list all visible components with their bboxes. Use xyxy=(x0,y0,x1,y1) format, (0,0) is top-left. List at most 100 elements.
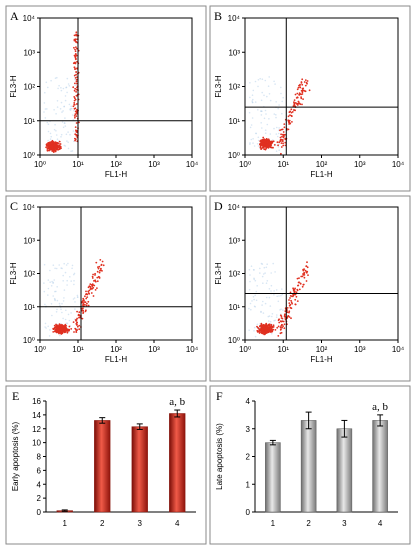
haze-dot xyxy=(248,111,251,114)
event-dot xyxy=(283,323,286,326)
event-dot xyxy=(265,330,268,332)
event-dot xyxy=(267,138,270,141)
event-dot xyxy=(280,317,283,319)
event-dot xyxy=(99,269,101,272)
haze-dot xyxy=(249,280,251,283)
event-dot xyxy=(96,276,99,279)
y-tick-label: 10 xyxy=(32,439,41,448)
x-axis-label: FL1-H xyxy=(310,170,332,179)
event-dot xyxy=(262,136,265,139)
y-tick-label: 2 xyxy=(246,453,251,462)
event-dot xyxy=(76,317,78,320)
event-dot xyxy=(300,82,303,84)
haze-dot xyxy=(67,147,70,150)
event-dot xyxy=(274,329,277,331)
event-dot xyxy=(270,325,273,328)
haze-dot xyxy=(256,323,259,326)
event-dot xyxy=(94,289,97,291)
event-dot xyxy=(262,142,265,145)
y-tick-label: 4 xyxy=(37,480,42,489)
event-dot xyxy=(302,269,305,272)
event-dot xyxy=(92,283,94,286)
event-dot xyxy=(295,295,298,298)
event-dot xyxy=(74,82,76,85)
event-dot xyxy=(278,321,281,324)
x-tick-label: 10¹ xyxy=(277,160,289,169)
event-dot xyxy=(294,93,297,96)
haze-dot xyxy=(262,300,264,303)
haze-dot xyxy=(70,312,72,314)
haze-dot xyxy=(249,302,252,305)
y-axis-label: FL3-H xyxy=(214,262,223,284)
event-dot xyxy=(54,145,57,148)
event-dot xyxy=(89,283,92,285)
event-dot xyxy=(259,143,261,146)
haze-dot xyxy=(248,329,250,332)
x-tick-label: 10⁰ xyxy=(239,160,251,169)
haze-dot xyxy=(277,107,280,110)
event-dot xyxy=(92,273,94,276)
event-dot xyxy=(84,304,86,306)
event-dot xyxy=(98,271,101,274)
event-dot xyxy=(75,330,78,332)
event-dot xyxy=(73,66,76,69)
haze-dot xyxy=(63,144,66,147)
haze-dot xyxy=(265,296,268,299)
haze-dot xyxy=(69,133,71,136)
event-dot xyxy=(280,152,282,155)
event-dot xyxy=(276,141,279,144)
x-tick-label: 10¹ xyxy=(72,345,84,354)
haze-dot xyxy=(257,136,260,139)
panel-label: A xyxy=(10,9,19,23)
y-tick-label: 10¹ xyxy=(23,117,35,126)
event-dot xyxy=(284,317,287,319)
x-tick-label: 10² xyxy=(110,160,122,169)
event-dot xyxy=(66,331,69,334)
event-dot xyxy=(271,146,273,149)
event-dot xyxy=(76,82,78,85)
event-dot xyxy=(58,140,61,143)
haze-dot xyxy=(268,76,271,78)
y-tick-label: 10¹ xyxy=(228,303,240,312)
event-dot xyxy=(74,126,77,128)
haze-dot xyxy=(282,309,284,311)
event-dot xyxy=(256,325,258,328)
event-dot xyxy=(286,311,289,314)
haze-dot xyxy=(74,301,76,303)
haze-dot xyxy=(66,284,68,286)
haze-dot xyxy=(265,266,268,269)
haze-dot xyxy=(254,101,257,103)
y-tick-label: 14 xyxy=(32,411,41,420)
event-dot xyxy=(73,89,76,92)
haze-dot xyxy=(46,108,48,110)
event-dot xyxy=(76,310,78,313)
event-dot xyxy=(75,80,78,83)
event-dot xyxy=(296,96,299,99)
haze-dot xyxy=(44,326,46,328)
haze-dot xyxy=(60,89,63,92)
event-dot xyxy=(52,331,55,333)
event-dot xyxy=(75,38,77,41)
x-tick-label: 10⁴ xyxy=(392,160,405,169)
y-tick-label: 10⁴ xyxy=(23,203,36,212)
event-dot xyxy=(56,326,58,329)
event-dot xyxy=(74,41,77,43)
haze-dot xyxy=(270,284,273,287)
event-dot xyxy=(297,284,299,287)
x-tick-label: 1 xyxy=(271,519,276,528)
event-dot xyxy=(298,84,301,87)
haze-dot xyxy=(251,117,254,119)
panel-border xyxy=(209,195,411,382)
event-dot xyxy=(101,260,104,263)
event-dot xyxy=(302,87,305,90)
event-dot xyxy=(60,330,63,333)
event-dot xyxy=(287,128,290,131)
event-dot xyxy=(45,146,47,149)
panel-border xyxy=(5,195,207,382)
haze-dot xyxy=(56,299,59,302)
haze-dot xyxy=(67,83,70,85)
haze-dot xyxy=(257,109,259,111)
haze-dot xyxy=(250,138,253,141)
event-dot xyxy=(287,315,290,317)
haze-dot xyxy=(249,274,251,276)
